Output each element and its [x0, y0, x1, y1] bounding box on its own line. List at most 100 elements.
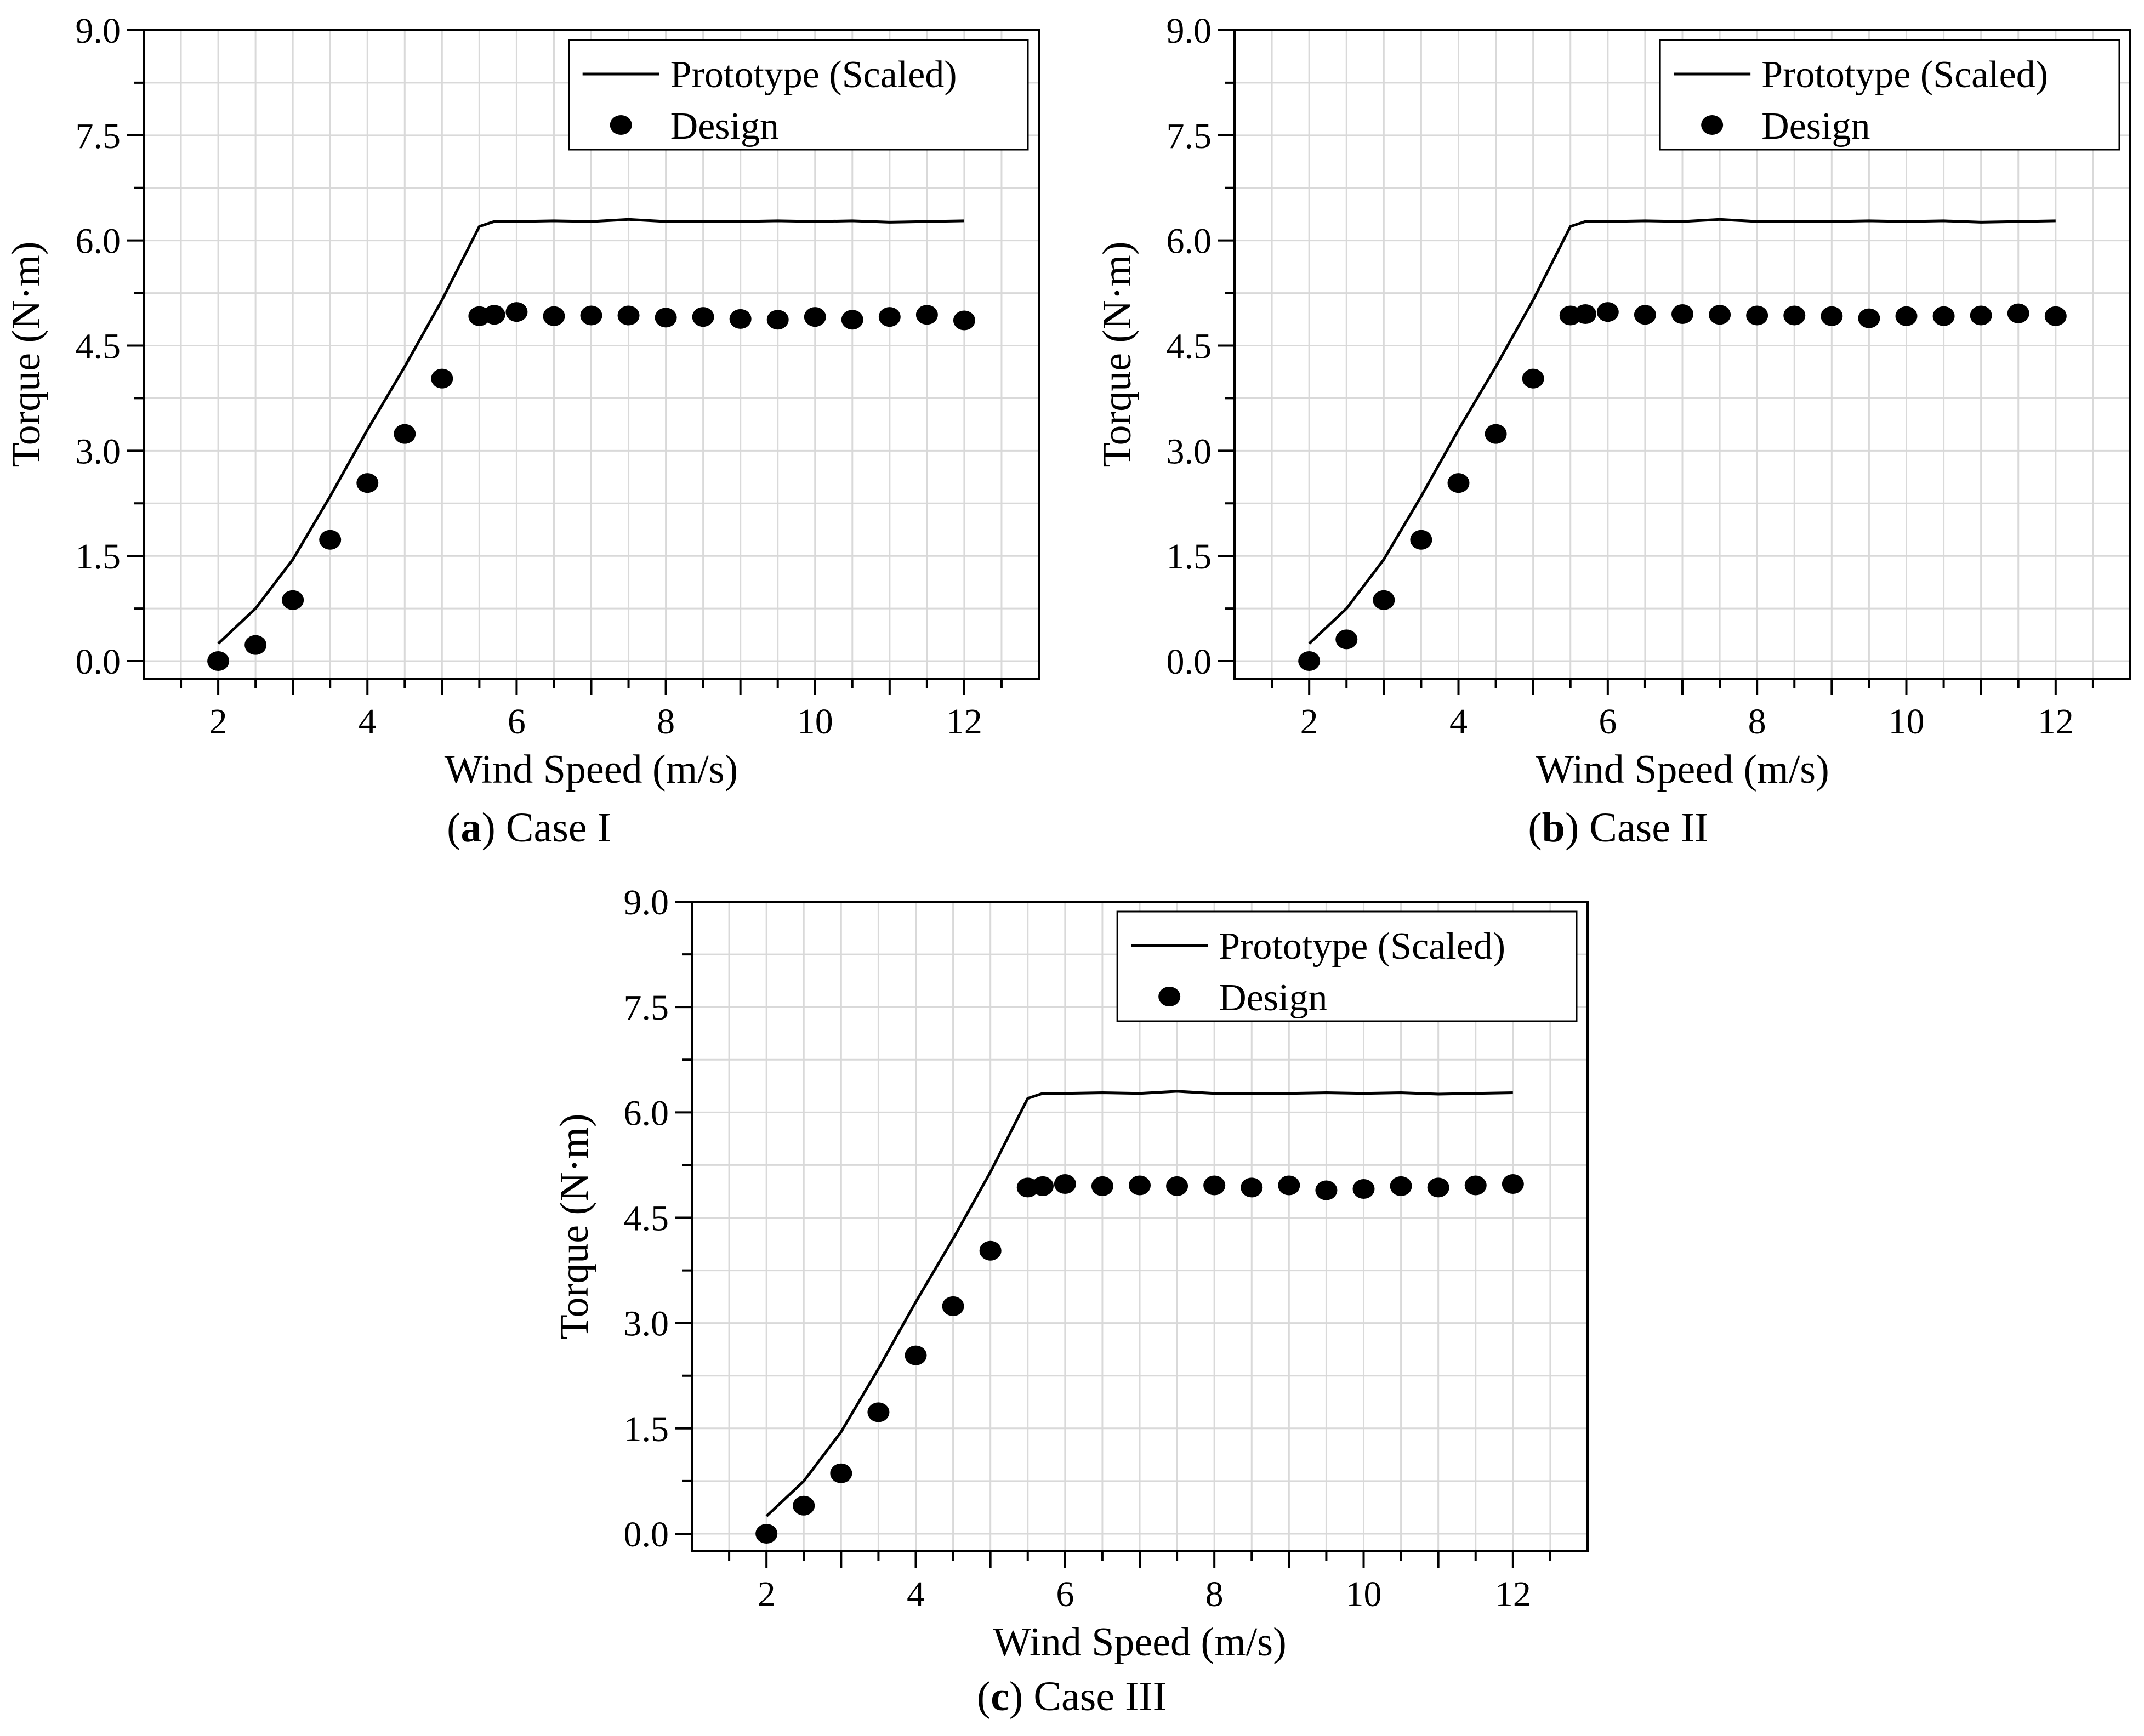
design-point [1031, 1176, 1054, 1196]
x-axis: 2 4 6 8 10 12 [180, 679, 1003, 742]
design-point [655, 308, 677, 328]
design-point [1574, 304, 1596, 324]
y-tick-label: 1.5 [624, 1409, 669, 1449]
design-point [2044, 306, 2067, 326]
design-point [1895, 306, 1918, 326]
x-tick-label: 8 [1205, 1574, 1224, 1614]
y-tick-label: 7.5 [76, 116, 121, 156]
design-point [905, 1345, 927, 1365]
x-tick-label: 4 [1449, 702, 1468, 742]
chart-panel-a: 2 4 6 8 10 12 0.0 1.5 3.0 4.5 6.0 7.5 9.0 Wind Speed … [4, 11, 1040, 851]
design-point [1464, 1175, 1487, 1196]
design-point [755, 1523, 778, 1544]
legend-line-label: Prototype (Scaled) [670, 54, 957, 96]
legend-line-label: Prototype (Scaled) [1219, 925, 1505, 967]
design-point [1315, 1180, 1338, 1200]
legend-marker-swatch [1701, 115, 1724, 135]
x-axis-label: Wind Speed (m/s) [1536, 747, 1829, 792]
y-tick-label: 3.0 [76, 431, 121, 471]
caption: (c) Case III [977, 1674, 1167, 1720]
y-axis: 0.0 1.5 3.0 4.5 6.0 7.5 9.0 [624, 883, 692, 1555]
design-point [942, 1296, 964, 1316]
x-tick-label: 4 [359, 702, 377, 742]
design-point [1241, 1177, 1263, 1198]
design-point [804, 307, 826, 327]
x-tick-label: 10 [1889, 702, 1925, 742]
x-axis: 2 4 6 8 10 12 [728, 1551, 1551, 1614]
design-point [1447, 473, 1470, 493]
design-point [1352, 1179, 1375, 1199]
design-point [1970, 305, 1992, 326]
x-tick-label: 2 [209, 702, 228, 742]
design-point [1129, 1175, 1151, 1196]
design-point [543, 306, 565, 326]
design-point [1596, 302, 1619, 322]
design-point [1821, 306, 1843, 326]
y-tick-label: 1.5 [76, 537, 121, 577]
legend: Prototype (Scaled) Design [568, 39, 1029, 151]
design-point [244, 635, 267, 655]
design-point [1858, 308, 1880, 328]
design-point [953, 310, 975, 331]
legend-marker-swatch [1158, 987, 1181, 1006]
prototype-line [217, 218, 964, 645]
y-tick-label: 4.5 [1167, 327, 1212, 367]
design-point [356, 473, 379, 493]
x-tick-label: 12 [2038, 702, 2074, 742]
x-tick-label: 2 [1300, 702, 1318, 742]
design-point [1746, 305, 1768, 326]
design-point [793, 1495, 815, 1516]
y-axis: 0.0 1.5 3.0 4.5 6.0 7.5 9.0 [1167, 11, 1235, 682]
y-tick-label: 4.5 [76, 327, 121, 367]
design-point [1166, 1176, 1188, 1196]
y-tick-label: 0.0 [76, 642, 121, 682]
y-tick-label: 9.0 [624, 883, 669, 923]
design-markers [755, 1174, 1524, 1544]
design-point [1709, 305, 1731, 325]
y-tick-label: 6.0 [1167, 221, 1212, 261]
x-tick-label: 6 [1599, 702, 1617, 742]
y-tick-label: 7.5 [1167, 116, 1212, 156]
y-tick-label: 6.0 [76, 221, 121, 261]
design-point [319, 530, 342, 550]
legend-box [568, 39, 1029, 151]
legend-line-label: Prototype (Scaled) [1761, 54, 2048, 96]
chart-panel-c: 2 4 6 8 10 12 0.0 1.5 3.0 4.5 6.0 7.5 9.0 Wind Speed … [552, 883, 1589, 1720]
caption: (b) Case II [1528, 805, 1708, 851]
design-point [2007, 303, 2029, 323]
y-axis-label: Torque (N·m) [552, 1114, 597, 1340]
design-point [483, 305, 505, 325]
chart-panel-b: 2 4 6 8 10 12 0.0 1.5 3.0 4.5 6.0 7.5 9.0 Wind Speed … [1095, 11, 2131, 851]
design-point [1298, 651, 1321, 671]
x-axis: 2 4 6 8 10 12 [1271, 679, 2094, 742]
design-point [580, 305, 602, 326]
prototype-line [765, 1090, 1513, 1517]
y-axis-label: Torque (N·m) [1095, 242, 1140, 468]
design-point [1203, 1175, 1226, 1196]
design-point [431, 368, 453, 389]
x-axis-label: Wind Speed (m/s) [445, 747, 738, 792]
y-tick-label: 6.0 [624, 1093, 669, 1133]
y-axis: 0.0 1.5 3.0 4.5 6.0 7.5 9.0 [76, 11, 144, 682]
design-point [841, 310, 863, 330]
design-point [1054, 1174, 1076, 1194]
design-point [979, 1240, 1002, 1261]
legend-marker-label: Design [670, 105, 779, 147]
design-point [1335, 629, 1358, 650]
y-tick-label: 0.0 [624, 1515, 669, 1555]
y-tick-label: 9.0 [1167, 11, 1212, 51]
y-tick-label: 9.0 [76, 11, 121, 51]
design-point [766, 310, 789, 330]
y-tick-label: 0.0 [1167, 642, 1212, 682]
x-tick-label: 8 [1748, 702, 1766, 742]
legend: Prototype (Scaled) Design [1659, 39, 2120, 151]
design-point [1783, 305, 1806, 326]
prototype-line [1308, 218, 2056, 645]
x-tick-label: 8 [657, 702, 675, 742]
x-tick-label: 12 [946, 702, 982, 742]
design-point [878, 307, 901, 327]
x-tick-label: 4 [907, 1574, 925, 1614]
design-point [692, 307, 714, 327]
y-tick-label: 4.5 [624, 1198, 669, 1238]
